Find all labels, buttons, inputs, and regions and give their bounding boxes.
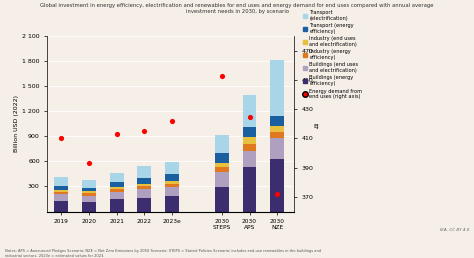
Bar [215, 135, 229, 153]
Bar [137, 186, 151, 189]
Bar [270, 138, 284, 159]
Point [246, 115, 254, 119]
Y-axis label: EJ: EJ [313, 124, 319, 129]
Bar [82, 196, 96, 201]
Point [218, 74, 226, 78]
Bar [137, 166, 151, 178]
Bar [270, 159, 284, 212]
Bar [82, 188, 96, 191]
Bar [82, 180, 96, 188]
Bar [109, 199, 124, 212]
Bar [109, 189, 124, 192]
Bar [215, 153, 229, 163]
Bar [55, 186, 68, 190]
Bar [215, 172, 229, 187]
Bar [165, 196, 179, 212]
Point [113, 132, 120, 136]
Bar [55, 194, 68, 201]
Text: Notes: APS = Announced Pledges Scenario; NZE = Net Zero Emissions by 2050 Scenar: Notes: APS = Announced Pledges Scenario;… [5, 249, 321, 258]
Bar [243, 137, 256, 144]
Bar [243, 127, 256, 137]
Text: Global investment in energy efficiency, electrification and renewables for end u: Global investment in energy efficiency, … [40, 3, 434, 14]
Bar [165, 184, 179, 187]
Bar [215, 163, 229, 167]
Point [273, 192, 281, 196]
Bar [243, 151, 256, 167]
Bar [55, 201, 68, 212]
Bar [137, 189, 151, 198]
Bar [270, 132, 284, 138]
Bar [137, 184, 151, 186]
Text: IEA. CC BY 4.0: IEA. CC BY 4.0 [440, 228, 469, 232]
Point [57, 136, 65, 141]
Bar [55, 192, 68, 194]
Bar [137, 178, 151, 184]
Bar [270, 116, 284, 125]
Bar [165, 162, 179, 174]
Bar [109, 173, 124, 182]
Bar [165, 174, 179, 181]
Bar [109, 192, 124, 199]
Bar [165, 187, 179, 196]
Bar [243, 144, 256, 151]
Bar [243, 167, 256, 212]
Bar [55, 190, 68, 192]
Bar [215, 187, 229, 212]
Bar [82, 201, 96, 212]
Bar [270, 60, 284, 116]
Bar [215, 167, 229, 172]
Y-axis label: Billion USD (2022): Billion USD (2022) [14, 95, 19, 152]
Bar [243, 95, 256, 127]
Point [85, 161, 93, 165]
Bar [82, 193, 96, 196]
Point [168, 119, 176, 123]
Point [140, 129, 148, 133]
Bar [109, 182, 124, 187]
Bar [137, 198, 151, 212]
Bar [165, 181, 179, 184]
Bar [270, 125, 284, 132]
Bar [109, 187, 124, 189]
Bar [82, 191, 96, 193]
Legend: Transport
(electrification), Transport (energy
efficiency), Industry (end uses
a: Transport (electrification), Transport (… [303, 10, 363, 99]
Bar [55, 178, 68, 186]
